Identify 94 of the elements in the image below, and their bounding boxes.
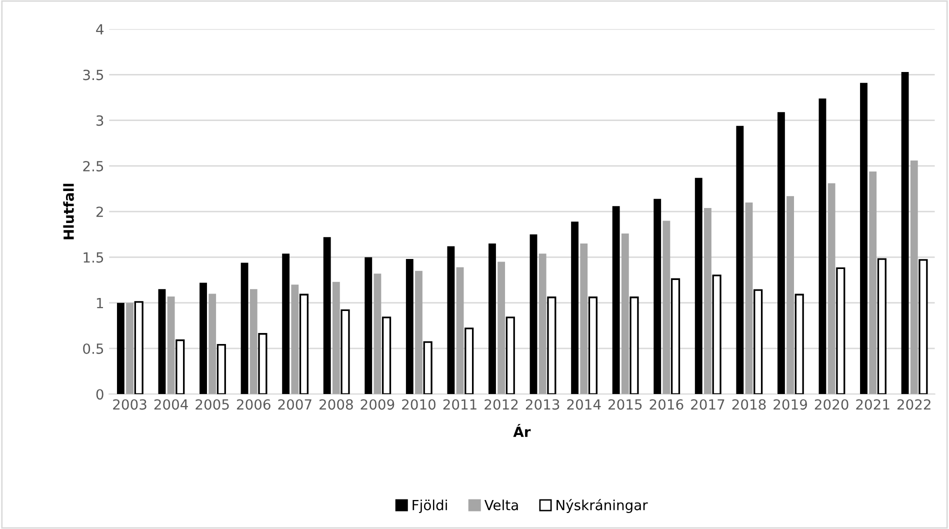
bar	[498, 262, 506, 394]
bar	[488, 244, 496, 394]
x-tick-label: 2008	[320, 399, 353, 410]
bar	[704, 208, 712, 394]
x-tick-label: 2005	[196, 399, 229, 410]
bar	[464, 328, 474, 394]
bar	[712, 274, 722, 394]
bar	[282, 254, 290, 394]
bar	[621, 234, 629, 394]
bar	[745, 202, 753, 394]
bar	[134, 301, 144, 394]
bar	[547, 296, 556, 394]
x-tick-label: 2022	[897, 399, 930, 410]
bar	[630, 296, 639, 394]
bar	[447, 246, 455, 394]
bar	[694, 178, 702, 394]
bar	[208, 294, 216, 394]
bar	[406, 259, 414, 394]
legend-label: Fjöldi	[412, 500, 447, 514]
bar	[530, 234, 538, 394]
y-tick-label: 1	[96, 298, 103, 308]
bar	[506, 316, 515, 394]
bar	[877, 258, 886, 394]
bar	[340, 309, 350, 394]
y-tick-label: 3	[96, 115, 104, 126]
legend-label: Nýskráningar	[556, 499, 648, 514]
x-tick-label: 2010	[402, 399, 436, 410]
bar	[415, 270, 422, 394]
bar	[910, 160, 918, 394]
bar	[786, 196, 794, 394]
bar	[240, 262, 248, 394]
bar	[332, 282, 340, 394]
x-tick-label: 2013	[526, 399, 560, 410]
x-tick-label: 2018	[732, 399, 766, 410]
bar	[216, 344, 226, 394]
bar	[828, 183, 836, 394]
bar	[200, 282, 207, 394]
y-tick-label: 0.5	[83, 343, 104, 354]
bar	[777, 112, 785, 394]
bar	[323, 237, 331, 394]
bar	[736, 126, 744, 394]
y-tick-label: 0	[96, 389, 104, 400]
y-axis-title: Hlutfall	[63, 184, 74, 240]
y-tick-label: 1.5	[84, 252, 104, 263]
x-axis-title: Ár	[513, 424, 531, 437]
bar	[374, 274, 382, 394]
x-tick-label: 2015	[608, 399, 642, 410]
x-tick-label: 2004	[154, 399, 188, 410]
bar	[818, 98, 826, 394]
bar	[654, 198, 662, 394]
bar	[588, 296, 598, 394]
bar	[382, 316, 392, 394]
bar	[538, 254, 546, 394]
y-tick-label: 4	[96, 24, 104, 34]
x-tick-label: 2009	[360, 399, 394, 410]
x-tick-label: 2021	[856, 399, 890, 410]
bar	[423, 341, 432, 394]
bar	[571, 222, 579, 394]
bar	[580, 244, 588, 394]
bar	[299, 294, 309, 394]
x-tick-label: 2016	[650, 399, 684, 410]
bar	[456, 267, 464, 394]
bar	[167, 296, 175, 394]
x-tick-label: 2020	[814, 399, 848, 410]
bar	[364, 257, 372, 394]
bar	[258, 333, 268, 394]
bar	[158, 289, 166, 394]
x-tick-label: 2012	[484, 399, 518, 410]
bar	[794, 294, 804, 394]
bar	[250, 289, 258, 394]
bar	[836, 267, 846, 394]
x-tick-label: 2019	[774, 399, 807, 410]
x-tick-label: 2003	[113, 399, 146, 410]
x-tick-label: 2017	[691, 399, 724, 410]
bar	[869, 171, 877, 394]
y-tick-label: 2	[96, 206, 103, 217]
legend-label: Velta	[484, 500, 518, 510]
bar	[901, 72, 909, 394]
bar	[176, 339, 185, 394]
y-tick-label: 2.5	[83, 160, 104, 172]
bar	[126, 302, 134, 394]
bar	[918, 259, 928, 394]
y-tick-label: 3.5	[83, 70, 104, 80]
x-tick-label: 2007	[278, 399, 312, 410]
bar	[612, 206, 620, 394]
bar	[662, 220, 670, 394]
bar	[754, 289, 763, 394]
bar	[670, 278, 680, 394]
x-tick-label: 2014	[567, 399, 601, 410]
x-tick-label: 2006	[236, 399, 270, 410]
x-tick-label: 2011	[443, 399, 476, 410]
bar	[291, 284, 299, 394]
bar	[860, 82, 868, 394]
bar	[116, 302, 124, 394]
